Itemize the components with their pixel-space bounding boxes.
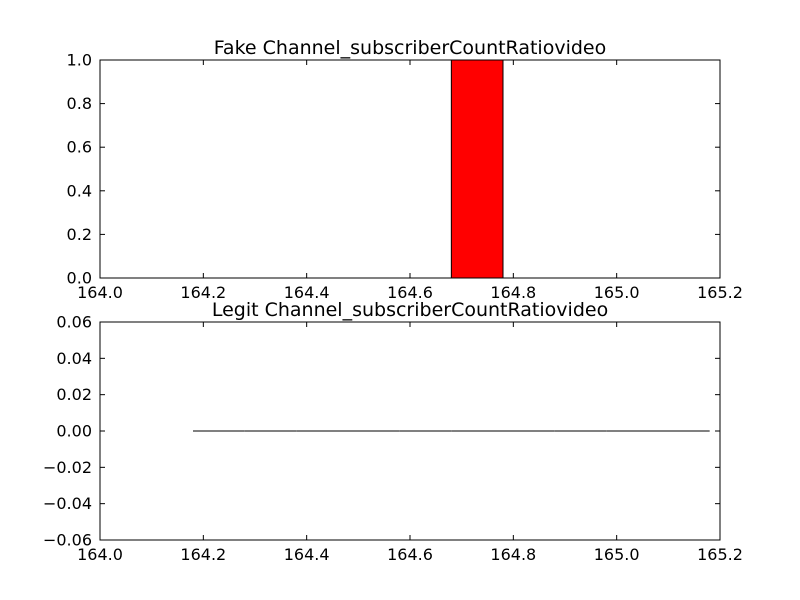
legit-y-tick-label: −0.02	[43, 458, 92, 477]
legit-chart-title: Legit Channel_subscriberCountRatiovideo	[212, 299, 608, 321]
legit-x-tick-label: 164.0	[77, 545, 123, 564]
fake-y-tick-label: 0.8	[67, 94, 92, 113]
fake-histogram-bar	[450, 59, 504, 279]
fake-y-tick-label: 0.4	[67, 181, 92, 200]
legit-x-tick-label: 164.8	[490, 545, 536, 564]
fake-x-tick-label: 164.4	[284, 283, 330, 302]
legit-x-tick-label: 164.4	[284, 545, 330, 564]
fake-x-tick-label: 164.8	[490, 283, 536, 302]
legit-x-tick-label: 165.2	[697, 545, 743, 564]
fake-x-tick-label: 165.2	[697, 283, 743, 302]
fake-x-tick-label: 164.0	[77, 283, 123, 302]
fake-chart-title: Fake Channel_subscriberCountRatiovideo	[214, 37, 607, 59]
legit-x-tick-label: 165.0	[594, 545, 640, 564]
fake-y-tick-label: 0.2	[67, 225, 92, 244]
legit-x-tick-label: 164.2	[180, 545, 226, 564]
legit-y-tick-label: 0.04	[56, 349, 92, 368]
fake-x-tick-label: 165.0	[594, 283, 640, 302]
legit-y-tick-label: 0.00	[56, 422, 92, 441]
legit-y-tick-label: 0.06	[56, 313, 92, 332]
legit-y-tick-label: −0.06	[43, 531, 92, 550]
fake-y-tick-label: 1.0	[67, 51, 92, 70]
legit-y-tick-label: 0.02	[56, 385, 92, 404]
legit-x-tick-label: 164.6	[387, 545, 433, 564]
fake-y-tick-label: 0.6	[67, 138, 92, 157]
fake-x-tick-label: 164.6	[387, 283, 433, 302]
fake-x-tick-label: 164.2	[180, 283, 226, 302]
fake-y-tick-label: 0.0	[67, 269, 92, 288]
legit-y-tick-label: −0.04	[43, 494, 92, 513]
